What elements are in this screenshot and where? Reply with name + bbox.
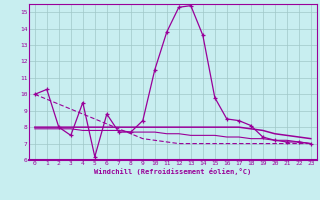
X-axis label: Windchill (Refroidissement éolien,°C): Windchill (Refroidissement éolien,°C): [94, 168, 252, 175]
